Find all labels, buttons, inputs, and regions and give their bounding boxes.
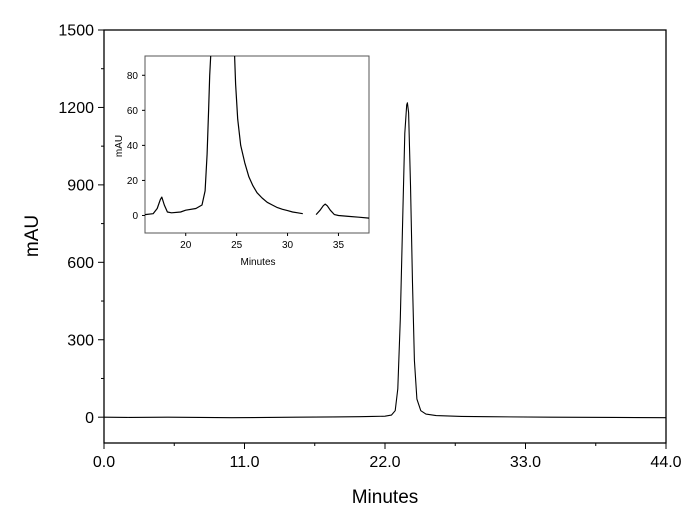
main-x-axis-label: Minutes [352,487,419,508]
y-tick-label: 0 [132,211,138,222]
x-tick-label: 44.0 [650,454,681,471]
x-tick-label: 0.0 [93,454,115,471]
y-tick-label: 20 [127,176,139,187]
y-tick-label: 0 [85,410,94,427]
y-tick-label: 60 [127,106,139,117]
series-line-zoom-left [144,55,212,216]
y-tick-label: 80 [127,71,139,82]
x-tick-label: 30 [282,240,294,251]
x-tick-label: 11.0 [230,454,260,471]
y-tick-label: 1500 [58,23,94,40]
inset-plot: 20 25 30 35 0 20 40 60 80 [127,55,370,251]
inset-background [145,56,369,233]
series-line-zoom-right [234,55,303,215]
y-tick-label: 300 [67,332,94,349]
x-tick-label: 25 [231,240,243,251]
y-tick-label: 600 [67,255,94,272]
main-y-axis-label: mAU [22,215,43,257]
plot-frame [144,55,370,234]
x-tick-label: 33.0 [510,454,541,471]
series-line-zoom-tail [315,203,370,219]
y-tick-label: 900 [67,177,94,194]
x-tick-label: 22.0 [369,454,400,471]
x-tick-label: 20 [180,240,192,251]
inset-x-axis-label: Minutes [240,257,275,268]
series-line-chromatogram [103,102,667,419]
inset-y-axis-label: mAU [114,135,125,157]
y-tick-label: 1200 [58,100,94,117]
y-tick-label: 40 [127,141,139,152]
x-tick-label: 35 [333,240,345,251]
